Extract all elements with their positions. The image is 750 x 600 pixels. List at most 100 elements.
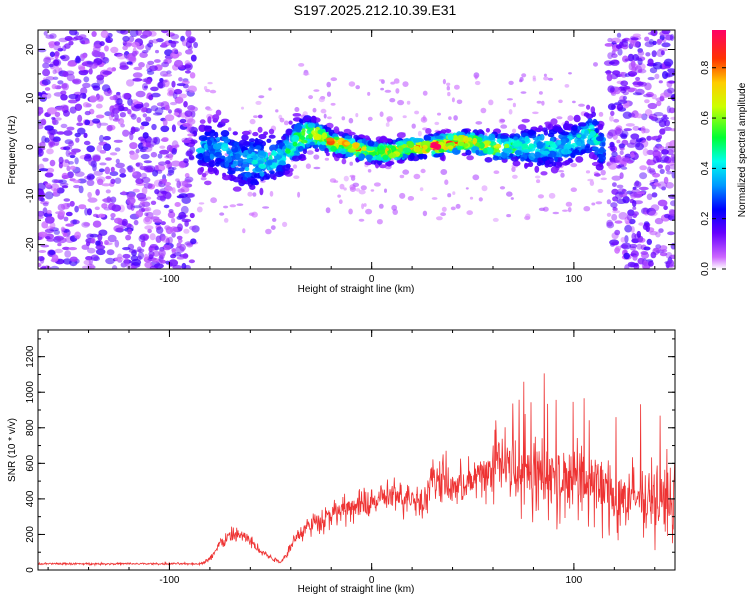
noise-blob (609, 115, 614, 122)
noise-blob (143, 160, 152, 164)
ridge-blob (330, 145, 337, 152)
ridge-blob (285, 148, 291, 154)
noise-blob (38, 147, 43, 155)
noise-blob (619, 133, 628, 138)
noise-blob (648, 260, 654, 267)
noise-blob (611, 151, 618, 158)
snr-x-tick-label: 100 (566, 575, 583, 586)
ridge-blob (379, 136, 388, 142)
noise-blob (632, 33, 642, 38)
faint-blob (313, 89, 320, 92)
noise-blob (105, 175, 112, 180)
noise-blob (623, 252, 630, 260)
noise-blob (617, 188, 626, 192)
noise-blob (69, 256, 78, 262)
noise-blob (624, 264, 630, 269)
faint-blob (446, 85, 450, 91)
faint-blob (413, 173, 421, 180)
ridge-blob (223, 138, 231, 144)
faint-blob (441, 206, 447, 212)
noise-blob (54, 51, 60, 57)
faint-blob (558, 170, 565, 173)
noise-blob (44, 125, 54, 131)
noise-blob (661, 186, 666, 191)
noise-blob (97, 213, 106, 218)
snr-y-tick-label: 0 (25, 567, 36, 573)
ridge-blob (220, 130, 230, 137)
noise-blob (155, 49, 159, 54)
noise-blob (609, 147, 616, 151)
noise-blob (72, 78, 82, 85)
noise-blob (78, 66, 86, 71)
noise-blob (38, 191, 46, 198)
noise-blob (45, 34, 54, 39)
noise-blob (649, 230, 658, 236)
noise-blob (127, 167, 136, 173)
ridge-blob (231, 145, 239, 153)
noise-blob (177, 188, 185, 193)
faint-blob (440, 169, 448, 175)
noise-blob (142, 113, 147, 118)
noise-blob (651, 50, 657, 58)
ridge-blob (596, 136, 604, 142)
ridge-blob (484, 157, 493, 163)
snr-frame (37, 329, 676, 571)
noise-blob (48, 250, 56, 256)
noise-blob (161, 42, 167, 47)
faint-blob (406, 100, 411, 105)
noise-blob (128, 56, 136, 62)
colorbar-tick-label: 0.0 (700, 262, 711, 276)
ridge-blob (409, 152, 415, 160)
noise-blob (623, 86, 631, 90)
noise-blob (171, 217, 176, 224)
faint-blob (358, 189, 366, 195)
noise-blob (176, 235, 183, 240)
noise-blob (67, 61, 77, 67)
noise-blob (176, 83, 186, 87)
faint-blob (338, 199, 343, 204)
noise-blob (44, 87, 51, 91)
faint-blob (282, 221, 288, 228)
noise-blob (58, 210, 66, 216)
faint-blob (270, 225, 276, 231)
ridge-blob (370, 160, 377, 165)
noise-blob (126, 196, 136, 205)
noise-blob (628, 87, 637, 92)
faint-blob (326, 81, 332, 88)
noise-blob (138, 235, 146, 243)
noise-blob (143, 182, 153, 189)
noise-blob (56, 131, 65, 135)
ridge-blob (224, 160, 230, 168)
colorbar-tick-label: 0.6 (700, 111, 711, 125)
noise-blob (77, 127, 86, 135)
faint-blob (269, 190, 274, 197)
ridge-blob (257, 150, 267, 159)
noise-blob (111, 107, 120, 114)
ridge-blob (213, 167, 218, 174)
noise-blob (49, 63, 54, 68)
noise-blob (63, 216, 69, 222)
noise-blob (661, 249, 668, 253)
faint-blob (542, 206, 549, 212)
ridge-blob (272, 150, 277, 156)
faint-blob (367, 91, 371, 96)
noise-blob (644, 36, 650, 42)
faint-blob (391, 204, 398, 211)
noise-blob (663, 176, 669, 185)
noise-blob (62, 258, 72, 265)
ridge-blob (249, 138, 256, 143)
ridge-blob (259, 171, 265, 177)
ridge-blob (325, 152, 330, 157)
noise-blob (129, 152, 139, 160)
noise-blob (76, 122, 84, 126)
noise-blob (152, 209, 162, 216)
ridge-blob (420, 140, 430, 148)
noise-blob (152, 38, 159, 44)
noise-blob (133, 66, 143, 71)
noise-blob (622, 95, 628, 101)
faint-blob (242, 228, 246, 234)
faint-blob (411, 123, 416, 129)
noise-blob (94, 206, 100, 211)
faint-blob (478, 197, 483, 202)
faint-blob (472, 174, 480, 181)
